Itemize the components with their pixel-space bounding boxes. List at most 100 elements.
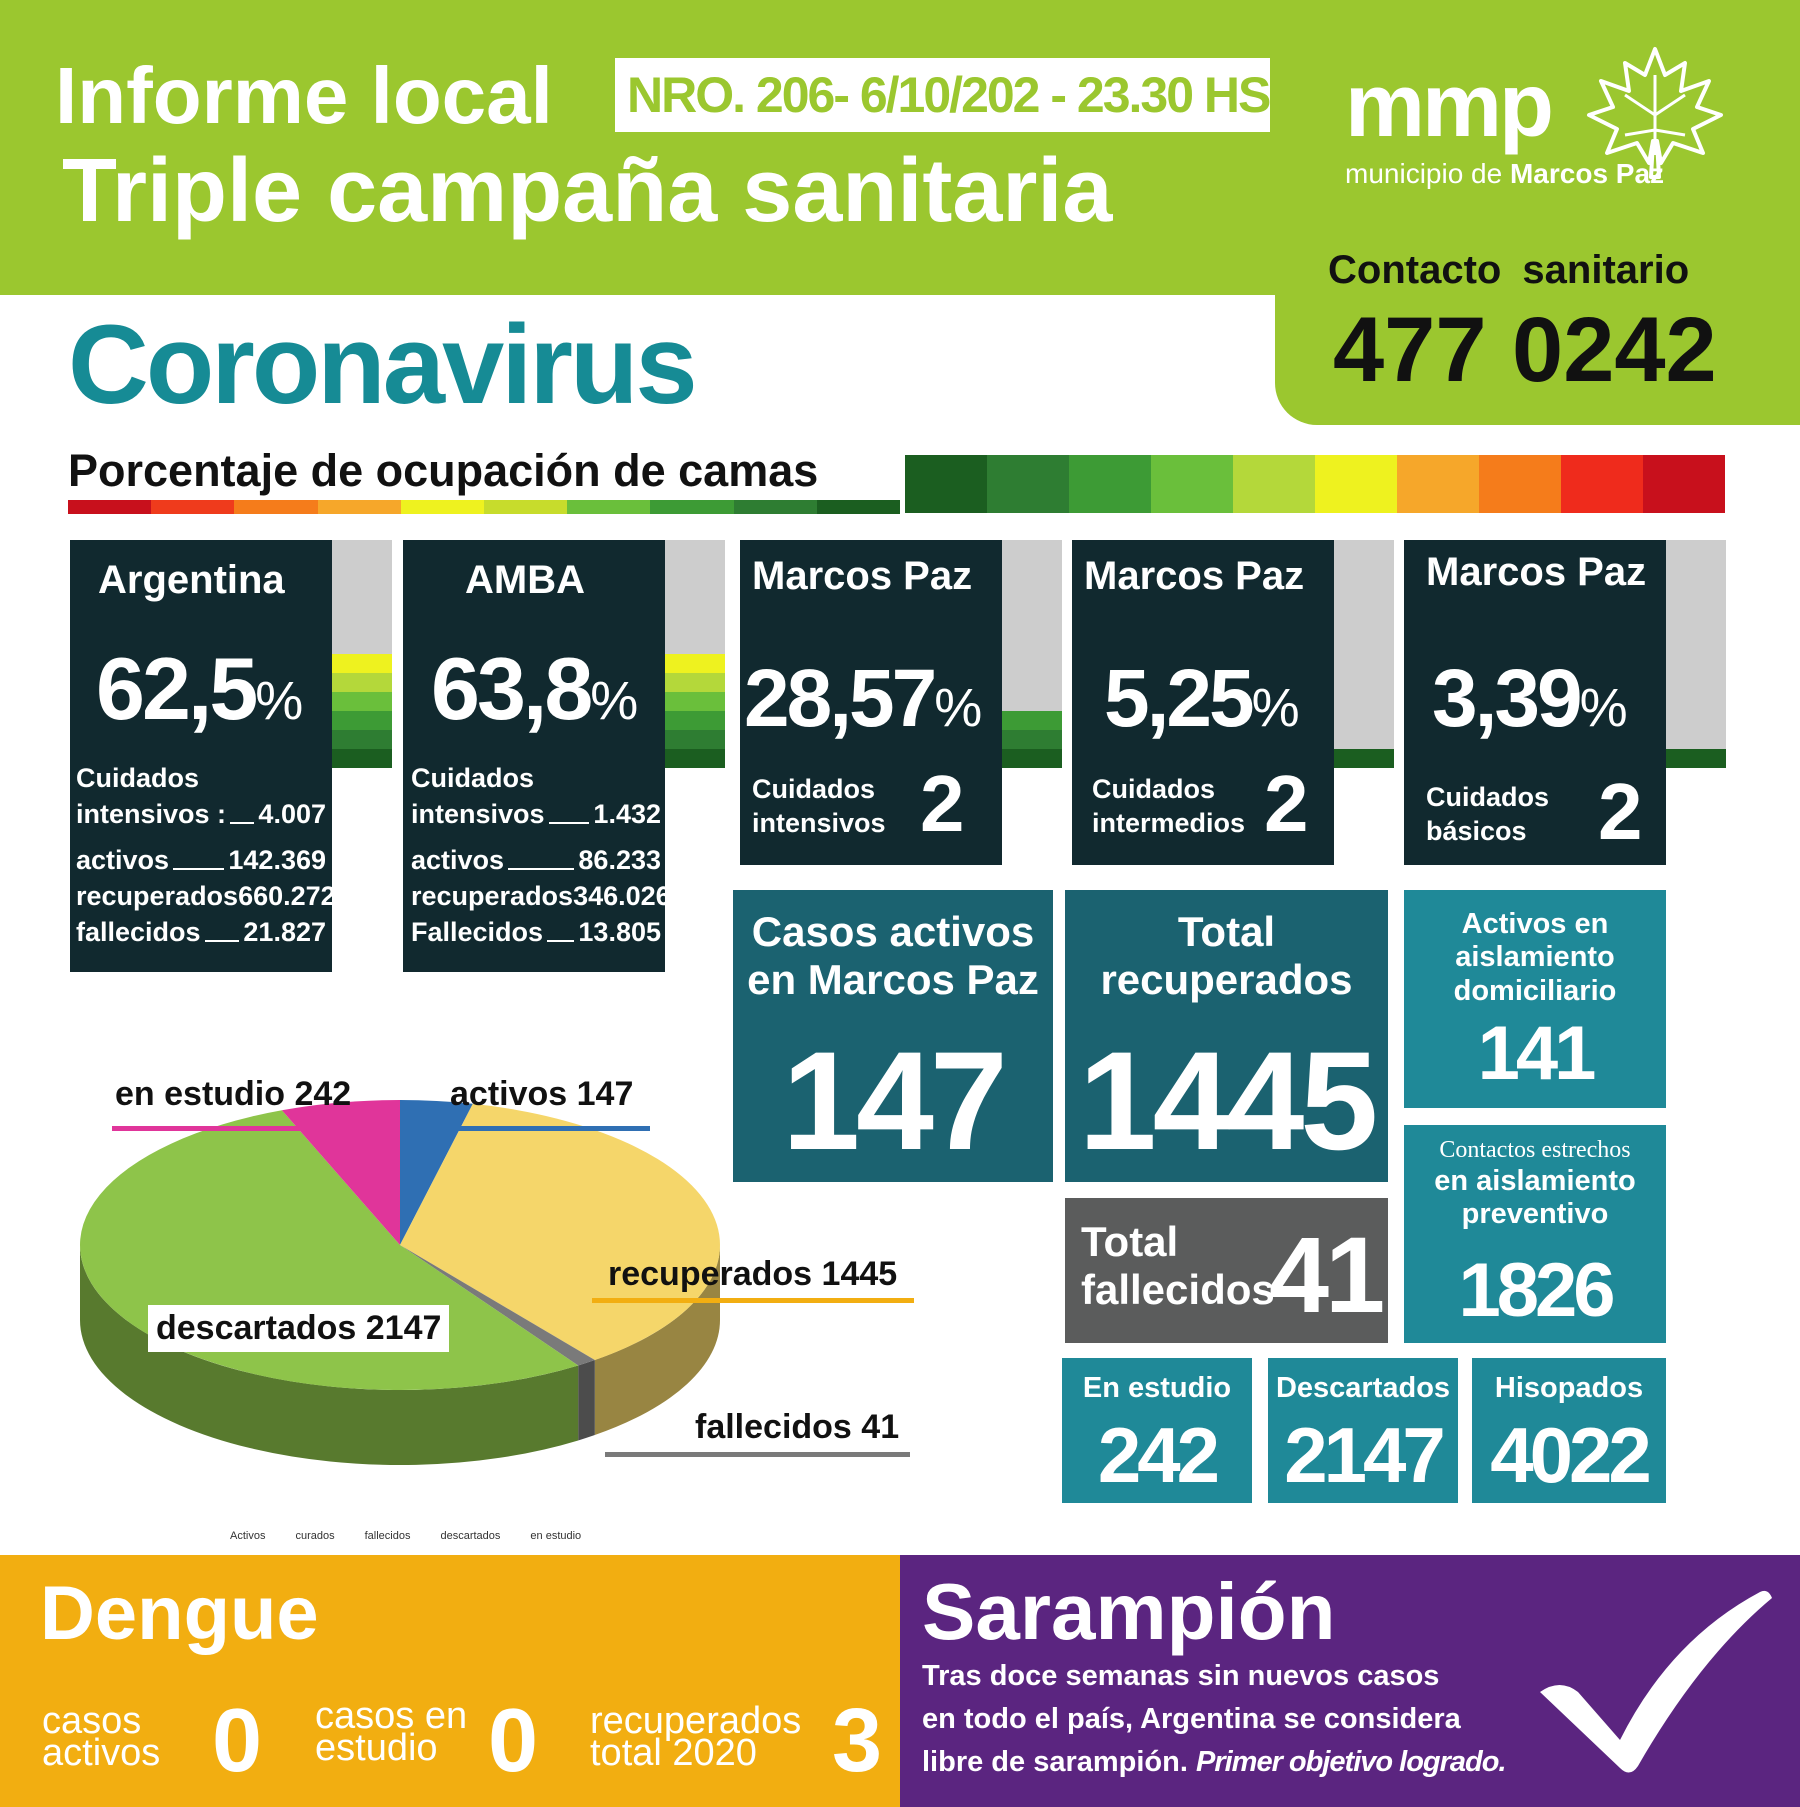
- legend-item: descartados: [440, 1530, 501, 1542]
- tile-label: Activos en aislamiento domiciliario: [1404, 908, 1666, 1008]
- occupancy-value: 5,25: [1104, 653, 1255, 744]
- occupancy-card-marcos-paz-basic: Marcos Paz 3,39% Cuidados básicos 2: [1404, 540, 1666, 865]
- pie-leader-under-study: [112, 1126, 382, 1131]
- bed-count: 2: [920, 759, 965, 848]
- tile-label-line: fallecidos: [1081, 1266, 1275, 1314]
- total-deaths-tile: Total fallecidos 41: [1065, 1198, 1388, 1343]
- pie-leader-recovered: [592, 1298, 914, 1303]
- dengue-recovered-label: recuperados total 2020: [590, 1700, 802, 1772]
- measles-text-line: en todo el país, Argentina se considera: [922, 1703, 1461, 1735]
- stat-line: fallecidos 21.827: [76, 914, 326, 950]
- underline-swatch: [317, 500, 401, 514]
- tile-value: 141: [1477, 1011, 1597, 1096]
- underline-swatch: [400, 500, 485, 514]
- occupancy-value: 28,57: [744, 653, 937, 744]
- tile-value: 147: [782, 1022, 1008, 1179]
- stat-line: Fallecidos 13.805: [411, 914, 661, 950]
- underline-swatch: [234, 500, 318, 514]
- tile-label-line: Contactos estrechos: [1439, 1137, 1631, 1163]
- underline-swatch: [733, 500, 817, 514]
- contact-number: 477 0242: [1333, 299, 1717, 401]
- occupancy-region-name: Marcos Paz: [1084, 554, 1305, 598]
- dengue-label-line: recuperados: [590, 1700, 802, 1742]
- stat-label: Fallecidos: [411, 917, 544, 947]
- occupancy-color-scale: [905, 455, 1725, 513]
- stat-label: activos: [76, 845, 170, 875]
- occupancy-region-name: Marcos Paz: [752, 554, 973, 598]
- care-type-line: Cuidados: [1092, 774, 1216, 804]
- care-type-line: intermedios: [1092, 808, 1246, 838]
- stat-line: intensivos 1.432: [411, 796, 661, 832]
- occupancy-meter: [1334, 540, 1394, 768]
- contact-label: Contacto sanitario: [1328, 248, 1690, 292]
- care-type-label: Cuidados intensivos: [752, 772, 886, 840]
- occupancy-stats: Cuidados intensivos : 4.007 activos 142.36…: [76, 760, 336, 950]
- tile-label: Total fallecidos: [1081, 1218, 1388, 1315]
- tile-label-line: en aislamiento: [1434, 1164, 1636, 1197]
- pie-label-recovered: recuperados 1445: [608, 1255, 898, 1293]
- occupancy-percentage: 3,39%: [1432, 652, 1628, 746]
- meter-segment: [332, 673, 392, 692]
- tile-label-line: Total: [1177, 908, 1276, 955]
- legend-item: fallecidos: [364, 1530, 411, 1542]
- beds-occupancy-heading: Porcentaje de ocupación de camas: [68, 445, 819, 496]
- stat-value: 346.026: [573, 881, 671, 911]
- meter-segment: [1002, 711, 1062, 730]
- occupancy-meter: [665, 540, 725, 768]
- pie-label-deceased: fallecidos 41: [695, 1408, 900, 1446]
- scale-swatch: [1069, 455, 1151, 513]
- stat-line: intensivos : 4.007: [76, 796, 326, 832]
- care-type-line: intensivos: [752, 808, 886, 838]
- stat-line: activos 142.369: [76, 842, 326, 878]
- measles-goal-text: Primer objetivo logrado.: [1195, 1746, 1507, 1778]
- tile-label: Contactos estrechos en aislamiento preve…: [1404, 1137, 1666, 1231]
- stat-label: fallecidos: [76, 917, 201, 947]
- stat-line: Cuidados: [411, 760, 661, 796]
- measles-text-line: libre de sarampión. Primer objetivo logr…: [922, 1741, 1542, 1784]
- logo-sub-name: Marcos Paz: [1509, 158, 1665, 189]
- meter-segment: [332, 692, 392, 711]
- bed-count: 2: [1264, 759, 1309, 848]
- logo-subtitle: municipio de Marcos Paz: [1345, 158, 1664, 190]
- occupancy-meter: [1666, 540, 1726, 768]
- occupancy-percentage: 62,5%: [96, 638, 303, 740]
- underline-swatch: [567, 500, 651, 514]
- coronavirus-heading: Coronavirus: [68, 302, 698, 427]
- tile-value: 1826: [1458, 1248, 1615, 1333]
- stat-value: 4.007: [258, 799, 326, 829]
- scale-swatch: [1561, 455, 1643, 513]
- percent-sign: %: [1579, 678, 1628, 738]
- percent-sign: %: [934, 678, 983, 738]
- scale-swatch: [987, 455, 1069, 513]
- stat-value: 142.369: [228, 845, 326, 875]
- home-isolation-tile: Activos en aislamiento domiciliario 141: [1404, 890, 1666, 1108]
- stat-label: recuperados: [76, 881, 239, 911]
- tile-label-line: recuperados: [1100, 956, 1353, 1004]
- contact-panel: [1275, 230, 1800, 425]
- maple-leaf-icon: [1587, 47, 1723, 179]
- pie-slice-under-study: [281, 1100, 400, 1245]
- stat-line: recuperados 346.026: [411, 878, 671, 914]
- tile-label: Hisopados: [1494, 1372, 1644, 1404]
- care-type-label: Cuidados intermedios: [1092, 772, 1245, 840]
- meter-segment: [665, 692, 725, 711]
- stat-label: Cuidados: [411, 763, 535, 793]
- underline-swatch: [68, 500, 152, 514]
- cases-pie-chart: [80, 1100, 720, 1465]
- beds-heading-underline: [68, 500, 901, 514]
- occupancy-meter: [332, 540, 392, 768]
- stat-value: 86.233: [578, 845, 661, 875]
- occupancy-meter: [1002, 540, 1062, 768]
- report-title: Informe local: [55, 51, 553, 140]
- stat-value: 1.432: [593, 799, 661, 829]
- tile-label-line: preventivo: [1461, 1197, 1609, 1230]
- occupancy-region-name: Argentina: [98, 558, 285, 602]
- care-type-line: Cuidados: [1426, 782, 1550, 812]
- meter-segment: [332, 654, 392, 673]
- pie-slice-active: [400, 1100, 473, 1245]
- meter-segment: [1666, 749, 1726, 768]
- occupancy-card-marcos-paz-intensive: Marcos Paz 28,57% Cuidados intensivos 2: [740, 540, 1002, 865]
- occupancy-value: 3,39: [1432, 653, 1583, 744]
- dengue-study-value: 0: [488, 1691, 539, 1791]
- tile-label-line: domiciliario: [1453, 974, 1617, 1007]
